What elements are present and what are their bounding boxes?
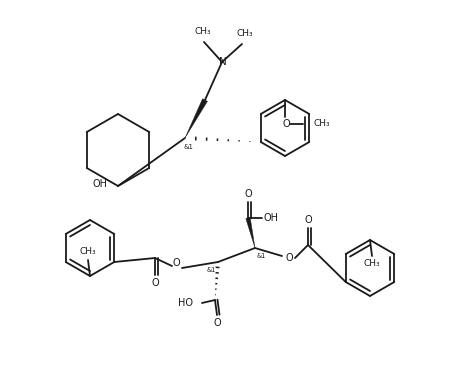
Text: O: O [172, 258, 180, 268]
Text: OH: OH [263, 213, 278, 223]
Text: CH₃: CH₃ [195, 26, 211, 36]
Text: HO: HO [178, 298, 193, 308]
Text: CH₃: CH₃ [80, 247, 96, 257]
Text: N: N [219, 57, 227, 67]
Text: O: O [304, 215, 312, 225]
Text: CH₃: CH₃ [313, 120, 330, 128]
Text: OH: OH [93, 179, 108, 189]
Text: O: O [213, 318, 221, 328]
Text: O: O [285, 253, 293, 263]
Text: &1: &1 [257, 253, 266, 259]
Text: CH₃: CH₃ [364, 259, 380, 269]
Text: CH₃: CH₃ [237, 29, 253, 39]
Text: O: O [151, 278, 159, 288]
Text: &1: &1 [207, 267, 216, 273]
Text: O: O [244, 189, 252, 199]
Text: O: O [282, 119, 290, 129]
Polygon shape [185, 99, 207, 138]
Polygon shape [246, 218, 255, 248]
Text: &1: &1 [183, 144, 193, 150]
